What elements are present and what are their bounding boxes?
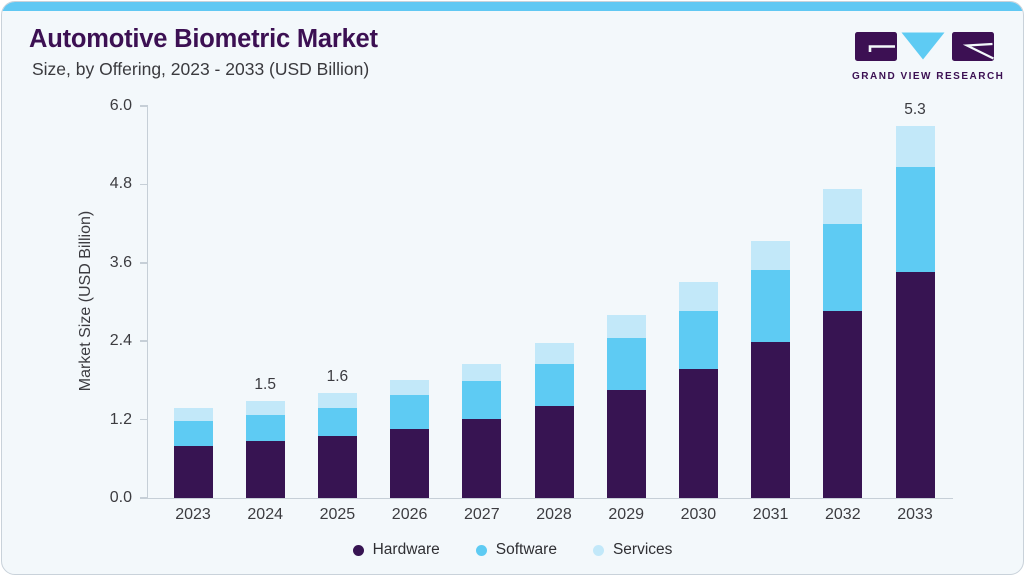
legend-item-software: Software	[475, 541, 557, 559]
bar-2025-services-segment	[317, 392, 357, 408]
bar-2033-software-segment	[895, 166, 935, 272]
bar-2023-hardware-segment	[173, 445, 213, 498]
x-axis-label-2025: 2025	[319, 506, 356, 523]
bar-total-label-2025: 1.6	[326, 367, 349, 385]
bar-2027-software-segment	[462, 381, 502, 419]
x-axis-label-2023: 2023	[175, 506, 211, 523]
bar-2024-hardware-segment	[245, 441, 285, 498]
x-axis-label-2030: 2030	[680, 506, 717, 523]
page-title: Automotive Biometric Market	[29, 25, 378, 53]
y-tick-label: 6.0	[109, 97, 132, 114]
bar-2032-services-segment	[823, 189, 863, 225]
gvr-logo-text: GRAND VIEW RESEARCH	[852, 71, 1005, 82]
y-tick-mark	[140, 262, 148, 264]
y-tick-mark	[140, 418, 148, 421]
y-tick-label: 3.6	[109, 253, 132, 271]
header: Automotive Biometric Market Size, by Off…	[29, 25, 378, 80]
bar-2028-software-segment	[534, 364, 574, 406]
bar-2033-services-segment	[895, 126, 935, 167]
bar-2030-software-segment	[678, 310, 718, 370]
bar-2026-services-segment	[390, 380, 430, 396]
y-tick-mark	[140, 497, 148, 499]
bar-2033-hardware-segment	[895, 271, 935, 498]
bar-2029-software-segment	[606, 337, 646, 391]
y-tick-mark	[140, 340, 148, 342]
x-axis-label-2031: 2031	[752, 506, 789, 523]
x-axis-label-2028: 2028	[536, 506, 572, 523]
top-accent-bar	[2, 2, 1023, 11]
bar-2031-hardware-segment	[751, 341, 791, 498]
chart-legend: Hardware Software Services	[2, 539, 1023, 561]
x-axis-label-2032: 2032	[825, 506, 861, 523]
y-tick-label: 1.2	[109, 410, 132, 428]
bar-total-label-2024: 1.5	[254, 376, 276, 394]
x-axis-label-2026: 2026	[391, 506, 428, 523]
plot-area: 0.0 1.2 2.4 3.6 4.8 6.0 2023 1.5 2024 1.6 2025 2026…	[110, 97, 953, 523]
bar-2029-hardware-segment	[606, 390, 646, 498]
gvr-logo-icon	[855, 32, 994, 61]
bar-2025-software-segment	[317, 407, 357, 436]
bar-2030-hardware-segment	[678, 369, 718, 498]
bar-2023-software-segment	[173, 420, 213, 446]
legend-label-services: Services	[612, 541, 673, 558]
bar-2029-services-segment	[606, 315, 646, 338]
bar-2032-hardware-segment	[823, 311, 863, 498]
bar-2031-software-segment	[751, 270, 791, 342]
page-subtitle: Size, by Offering, 2023 - 2033 (USD Bill…	[32, 59, 370, 79]
bar-2027-hardware-segment	[462, 418, 502, 498]
bar-total-label-2033: 5.3	[904, 101, 926, 119]
x-axis-label-2029: 2029	[608, 506, 644, 523]
bar-2024-services-segment	[245, 401, 285, 416]
bar-2027-services-segment	[462, 364, 502, 382]
bar-2025-hardware-segment	[317, 435, 357, 498]
x-axis-label-2027: 2027	[464, 506, 500, 523]
legend-dot-software-icon	[475, 544, 487, 556]
legend-label-software: Software	[495, 541, 557, 558]
bar-2031-services-segment	[751, 241, 791, 270]
legend-dot-hardware-icon	[352, 544, 364, 556]
bar-2026-hardware-segment	[390, 428, 430, 498]
gvr-logo: GRAND VIEW RESEARCH	[852, 32, 1005, 82]
bar-2028-services-segment	[534, 343, 574, 365]
bar-2032-software-segment	[823, 224, 863, 312]
y-tick-mark	[140, 105, 148, 107]
legend-item-services: Services	[592, 541, 673, 559]
bar-2030-services-segment	[678, 282, 718, 311]
legend-item-hardware: Hardware	[352, 541, 440, 559]
bar-2023-services-segment	[173, 407, 213, 421]
y-tick-label: 0.0	[109, 489, 132, 506]
y-tick-label: 4.8	[109, 175, 132, 193]
bar-2024-software-segment	[245, 415, 285, 442]
x-axis-label-2033: 2033	[897, 506, 933, 523]
bar-2028-hardware-segment	[534, 405, 574, 498]
x-axis-label-2024: 2024	[247, 506, 283, 523]
bar-2026-software-segment	[390, 395, 430, 429]
legend-dot-services-icon	[592, 544, 604, 556]
y-axis-title: Market Size (USD Billion)	[77, 210, 94, 392]
y-tick-label: 2.4	[109, 332, 132, 350]
y-tick-mark	[140, 183, 148, 186]
legend-label-hardware: Hardware	[372, 541, 440, 558]
